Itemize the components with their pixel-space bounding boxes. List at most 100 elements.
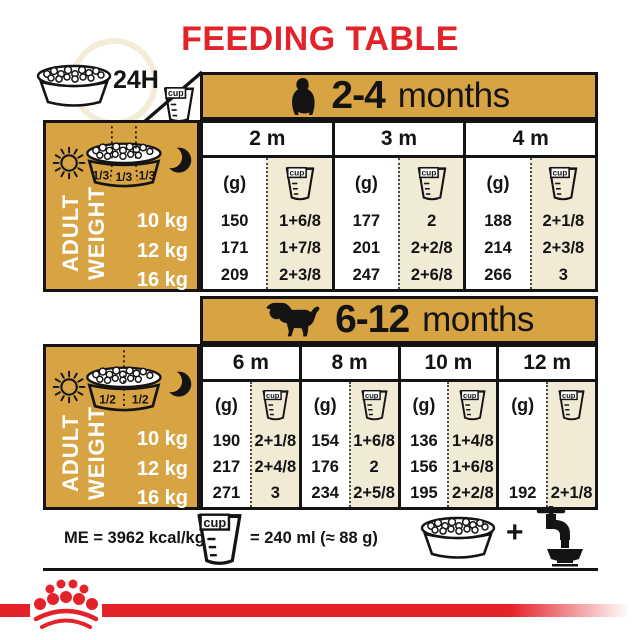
measuring-cup-icon	[196, 512, 243, 566]
weight-item: 10 kg	[136, 428, 188, 450]
food-bowl-icon	[420, 516, 496, 559]
brand-band	[102, 604, 640, 617]
brand-band	[0, 604, 30, 617]
grams-value: 188	[484, 212, 512, 230]
month-column: (g) 177 201 247 2 2+2/8 2+6/8	[331, 158, 464, 289]
cup-header-icon	[285, 166, 315, 201]
grams-header: (g)	[412, 394, 436, 415]
month-column: (g) 188 214 266 2+1/8 2+3/8 3	[463, 158, 596, 289]
grams-value: 201	[352, 239, 381, 257]
grams-header: (g)	[354, 172, 378, 193]
grams-value: 217	[212, 457, 241, 476]
weight-item: 10 kg	[136, 210, 188, 232]
cup-header-icon	[361, 389, 388, 421]
month-column: (g) 154 176 234 1+6/8 2 2+5/8	[298, 382, 398, 507]
grams-value: 190	[212, 431, 241, 450]
grams-header: (g)	[313, 394, 337, 415]
cup-header-icon	[558, 389, 585, 421]
grams-value: 247	[352, 266, 381, 284]
weight-item: 12 kg	[136, 457, 188, 480]
cup-value: 2+5/8	[353, 484, 395, 503]
grams-value	[499, 454, 546, 480]
grams-header: (g)	[511, 394, 535, 415]
weight-item: 16 kg	[136, 487, 188, 509]
month-column-header: 2 m	[249, 127, 286, 150]
cup-value: 2+2/8	[451, 484, 494, 503]
cup-value: 1+6/8	[279, 212, 321, 230]
weight-list: 10 kg 12 kg 16 kg	[137, 425, 188, 514]
cup-equivalence-label: = 240 ml (≈ 88 g)	[250, 529, 378, 547]
plus-sign: +	[506, 516, 524, 549]
weight-list: 10 kg 12 kg 16 kg	[137, 207, 188, 296]
cup-value: 2+1/8	[254, 431, 297, 450]
bowl-24h-icon	[36, 64, 112, 107]
grams-value: 234	[311, 484, 339, 503]
label-24h: 24H	[113, 66, 159, 94]
crown-logo	[33, 579, 99, 629]
banner-word: months	[422, 300, 534, 339]
month-column-header: 4 m	[463, 123, 595, 155]
month-column-header: 6 m	[232, 351, 269, 374]
portion-label: 1/3	[139, 168, 156, 182]
cup-value: 2+2/8	[410, 239, 453, 257]
grams-value: 214	[484, 239, 512, 257]
weight-item: 16 kg	[136, 269, 188, 291]
grams-header: (g)	[486, 172, 510, 193]
dog-icon	[266, 302, 320, 337]
weight-item: 12 kg	[136, 239, 188, 262]
banner-range: 6-12	[335, 298, 410, 341]
cup-value: 2+3/8	[279, 266, 321, 284]
adult-weight-panel-1: 1/3 1/3 1/3 ADULT WEIGHT 10 kg 12 kg 16 k…	[43, 120, 200, 292]
moon-icon	[159, 370, 192, 397]
grams-value: 136	[410, 431, 438, 450]
banner-6-12-months: 6-12 months	[200, 296, 598, 344]
month-column: (g) 150 171 209 1+6/8 1+7/8 2+3/8	[203, 158, 332, 289]
cup-value: 2	[369, 457, 379, 476]
grams-value: 171	[220, 239, 249, 257]
grams-value: 271	[212, 484, 241, 503]
measuring-cup-icon	[163, 86, 195, 123]
cup-value: 1+4/8	[451, 431, 494, 450]
adult-weight-label: ADULT WEIGHT	[58, 406, 109, 500]
cup-value: 2+1/8	[550, 484, 593, 503]
grams-value: 154	[311, 431, 339, 450]
month-column-header: 10 m	[397, 347, 497, 379]
grams-value: 209	[220, 266, 249, 284]
cup-value: 3	[270, 484, 280, 503]
cup-value	[548, 454, 595, 480]
portion-bowl-icon: 1/3 1/3 1/3	[52, 126, 192, 188]
grams-value: 192	[508, 484, 537, 503]
grams-value: 266	[484, 266, 512, 284]
month-column: (g) 136 156 195 1+4/8 1+6/8 2+2/8	[397, 382, 497, 507]
cup-value: 2+6/8	[410, 266, 453, 284]
grams-value: 195	[410, 484, 438, 503]
adult-weight-label: ADULT WEIGHT	[58, 186, 109, 280]
month-column-header: 12 m	[496, 347, 595, 379]
cup-header-icon	[459, 389, 486, 421]
month-column: (g) 192 2+1/8	[496, 382, 595, 507]
feeding-table-6-12: 6 m 8 m 10 m 12 m (g) 190 217 271 2+1/8 …	[200, 344, 598, 510]
grams-value: 177	[352, 212, 381, 230]
adult-weight-panel-2: 1/2 1/2 ADULT WEIGHT 10 kg 12 kg 16 kg	[43, 344, 200, 510]
feeding-table-2-4: 2 m 3 m 4 m (g) 150 171 209 1+6/8 1+7/8 …	[200, 120, 598, 292]
portion-label: 1/3	[116, 170, 133, 184]
moon-icon	[159, 146, 192, 173]
cup-value: 1+6/8	[353, 431, 395, 450]
banner-word: months	[397, 76, 510, 115]
water-tap-icon	[536, 506, 583, 567]
cup-header-icon	[417, 166, 447, 201]
me-energy-label: ME = 3962 kcal/kg	[64, 529, 205, 547]
grams-value: 176	[311, 457, 339, 476]
cup-value: 2+4/8	[254, 457, 297, 476]
cup-value	[548, 428, 595, 454]
cup-value: 2	[427, 212, 437, 230]
cup-value: 1+7/8	[279, 239, 321, 257]
banner-2-4-months: 2-4 months	[200, 72, 598, 120]
cup-value: 1+6/8	[451, 457, 494, 476]
grams-value: 156	[410, 457, 438, 476]
cup-value: 2+1/8	[542, 212, 585, 230]
grams-header: (g)	[214, 394, 238, 415]
month-column-header: 3 m	[331, 123, 464, 155]
cup-value: 3	[558, 266, 568, 284]
